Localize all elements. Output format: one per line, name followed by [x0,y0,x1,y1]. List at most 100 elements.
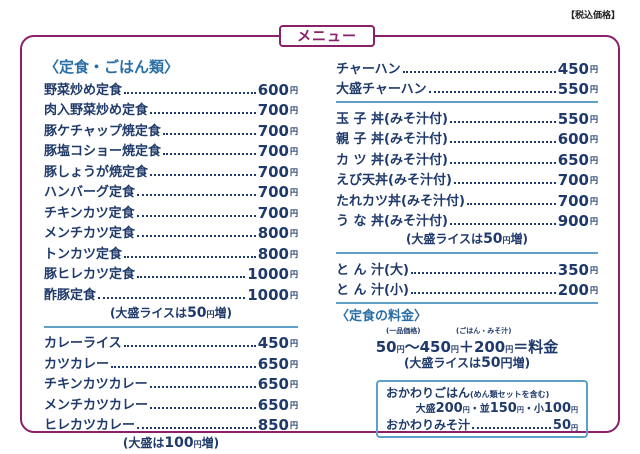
menu-item-name: 野菜炒め定食 [44,82,123,98]
dotted-leader [449,161,556,164]
section-title-teishoku: 〈定食・ごはん類〉 [44,58,180,76]
donburi-list: 玉 子 丼(みそ汁付) 550 円親 子 丼(みそ汁付) 600 円カ ツ 丼(みそ汁付… [336,107,598,230]
menu-item: 玉 子 丼(みそ汁付) 550 円 [336,107,598,128]
teishoku-list: 野菜炒め定食 600 円肉入野菜炒め定食 700 円豚ケチャップ焼定食 700 円豚塩コショ… [44,78,298,304]
yen-unit: 円 [590,265,598,275]
menu-item: 野菜炒め定食 600 円 [44,78,298,99]
divider [336,101,598,103]
menu-item: 豚塩コショー焼定食 700 円 [44,140,298,161]
dotted-leader [137,194,256,196]
dotted-leader [150,406,256,409]
right-column: チャーハン 450 円大盛チャーハン 550 円 玉 子 丼(みそ汁付) 550 円親 子 … [336,57,598,438]
menu-item-name: と ん 汁(大) [336,262,409,278]
yen-unit: 円 [590,176,598,185]
yen-unit: 円 [290,147,298,156]
menu-item-price: 900 [557,212,589,230]
divider [44,325,298,328]
yen-unit: 円 [290,400,298,410]
dotted-leader [123,345,256,347]
menu-item-price: 650 [257,354,289,373]
divider [336,252,598,254]
menu-item-name: メンチカツカレー [44,397,149,413]
yen-unit: 円 [590,85,598,94]
menu-item-name: チキンカツカレー [44,377,148,392]
dotted-leader [449,120,556,123]
dotted-leader [98,296,246,299]
dotted-leader [162,132,256,135]
teishoku-price-title: 〈定食の料金〉 [336,309,428,324]
menu-item: ヒレカツカレー 850 円 [44,414,298,435]
dotted-leader [466,202,556,205]
menu-item-price: 700 [257,121,289,140]
menu-item: 肉入野菜炒め定食 700 円 [44,99,298,120]
dotted-leader [137,427,256,429]
menu-item-price: 600 [557,130,589,148]
menu-item: カレーライス 450 円 [44,332,298,353]
yen-unit: 円 [290,188,298,197]
yen-unit: 円 [290,359,298,369]
menu-item-price: 1000 [247,285,289,304]
menu-item-name: ヒレカツカレー [44,418,136,433]
yen-unit: 円 [590,114,598,124]
menu-item: 豚ケチャップ焼定食 700 円 [44,119,298,140]
menu-item-price: 550 [557,109,589,128]
donburi-note: (大盛ライスは50円増) [405,231,529,247]
divider [336,302,598,304]
menu-item-price: 700 [557,171,589,189]
yen-unit: 円 [290,380,298,389]
menu-item-price: 350 [557,260,589,279]
yen-unit: 円 [290,126,298,136]
menu-item-price: 850 [257,416,289,434]
menu-item: カツカレー 650 円 [44,352,298,373]
menu-item-price: 700 [257,162,289,181]
teishoku-price-formula: (一品価格) (ごはん・みそ汁) 50円〜450円＋200円＝料金 (大盛ライス… [336,326,598,374]
menu-item-price: 700 [257,203,289,222]
menu-item: 大盛チャーハン 550 円 [336,78,598,99]
menu-item-name: 肉入野菜炒め定食 [44,103,149,118]
menu-item-price: 700 [257,101,289,119]
yen-unit: 円 [290,167,298,177]
okawari-rice-prices: 大盛200円・並150円・小100円 [415,401,578,416]
label-rice: (ごはん・みそ汁) [456,327,512,335]
tonjiru-list: と ん 汁(大) 350 円と ん 汁(小) 200 円 [336,258,598,299]
tax-note: 【税込価格】 [565,11,620,21]
dotted-leader [402,70,556,73]
dotted-leader [124,255,256,258]
menu-item-price: 1000 [247,265,289,283]
menu-item: チキンカツカレー 650 円 [44,373,298,394]
menu-item-name: 豚塩コショー焼定食 [44,144,162,159]
menu-item-name: と ん 汁(小) [336,283,409,298]
menu-item-price: 800 [257,224,289,242]
yen-unit: 円 [590,135,598,144]
dotted-leader [136,214,256,217]
dotted-leader [137,235,256,237]
menu-item-name: チャーハン [336,61,401,77]
menu-item: ハンバーグ定食 700 円 [44,181,298,202]
dotted-leader [163,153,256,155]
menu-item-name: えび天丼(みそ汁付) [336,173,452,188]
menu-item-name: チキンカツ定食 [44,205,135,221]
menu-item-price: 650 [257,395,289,414]
menu-item-price: 700 [557,191,589,210]
menu-item-name: 豚しょうが焼定食 [44,164,149,180]
menu-item-price: 550 [557,80,589,98]
menu-item-name: トンカツ定食 [44,246,123,262]
yen-unit: 円 [590,286,598,295]
menu-item: と ん 汁(小) 200 円 [336,279,598,300]
menu-item-price: 650 [557,150,589,169]
menu-item: メンチカツカレー 650 円 [44,393,298,414]
menu-item-price: 450 [557,59,589,78]
dotted-leader [150,173,256,176]
yen-unit: 円 [590,217,598,226]
menu-item: 豚しょうが焼定食 700 円 [44,160,298,181]
menu-item-name: 豚ヒレカツ定食 [44,267,136,282]
menu-item-price: 450 [257,334,289,352]
price-formula-main: 50円〜450円＋200円＝料金 [375,338,559,356]
menu-item: と ん 汁(大) 350 円 [336,258,598,279]
okawari-title: おかわりごはん(めん類セットを含む) [386,386,550,400]
dotted-leader [111,365,256,368]
dotted-leader [449,223,556,225]
menu-item: 豚ヒレカツ定食 1000 円 [44,263,298,284]
label-single: (一品価格) [386,327,421,335]
menu-item: トンカツ定食 800 円 [44,242,298,263]
